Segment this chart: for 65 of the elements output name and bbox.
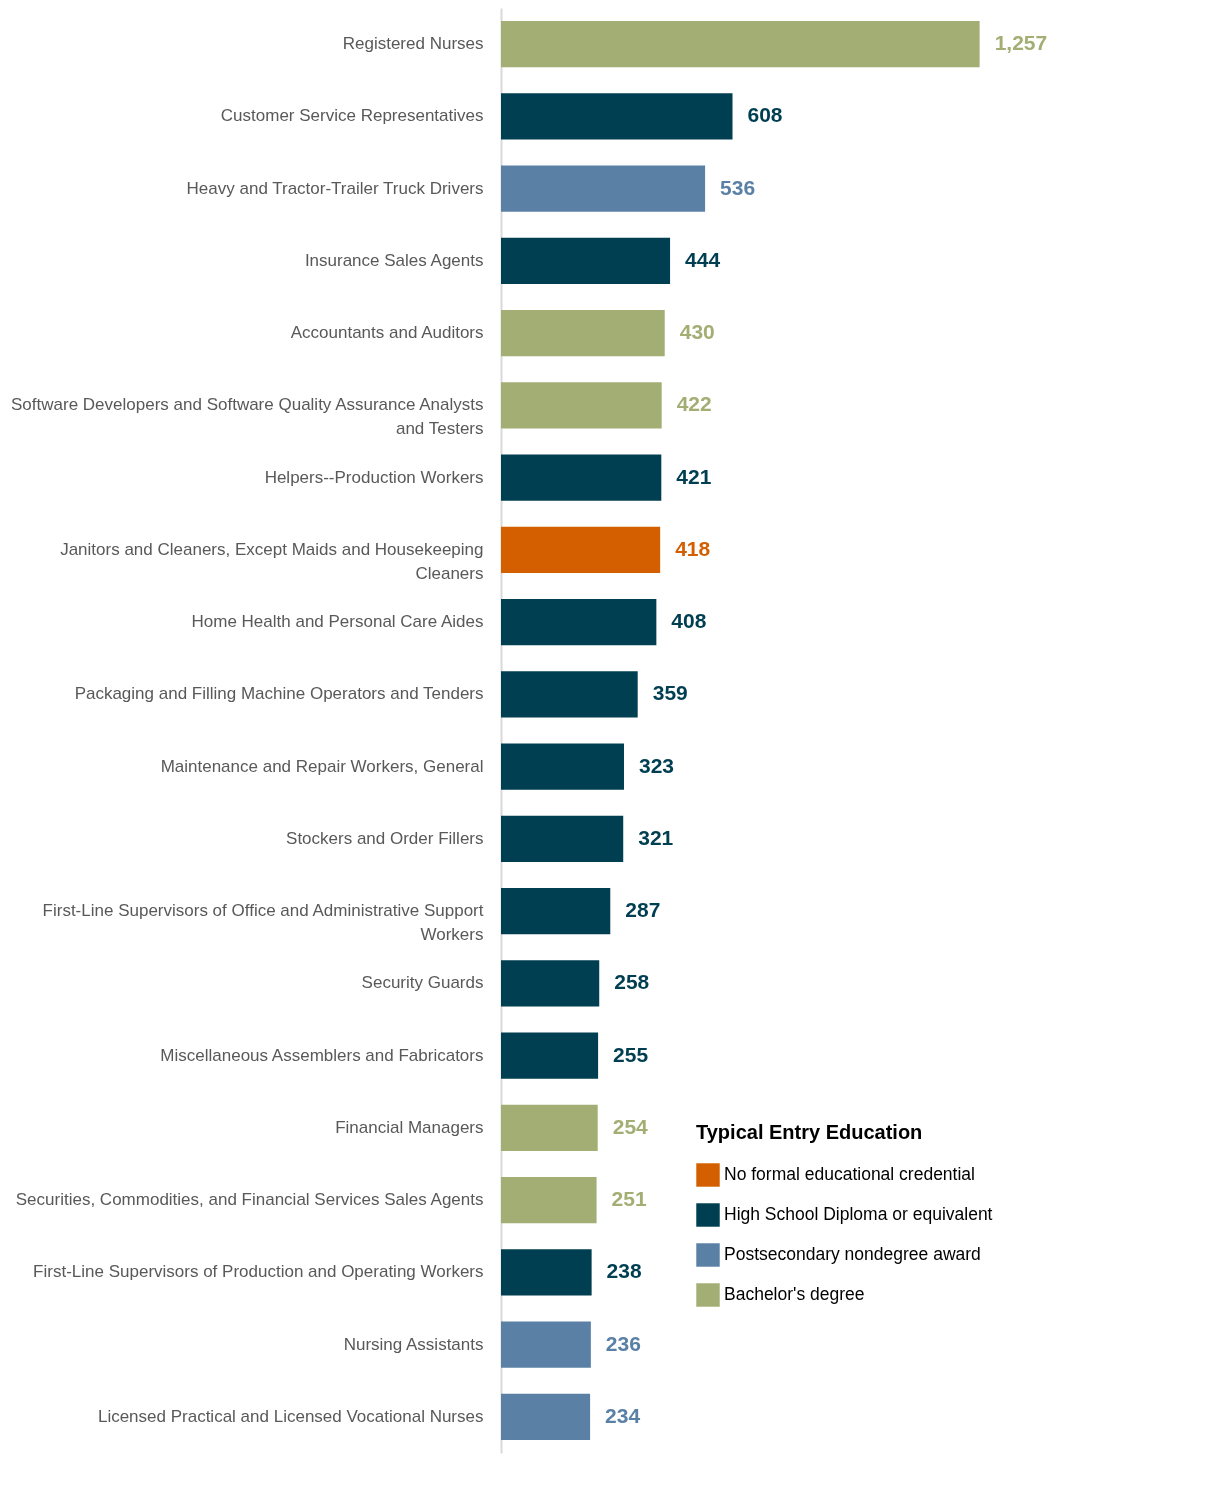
bar: [501, 1393, 591, 1440]
bar: [501, 310, 665, 357]
legend-label: Postsecondary nondegree award: [724, 1244, 981, 1264]
y-tick-label: Nursing Assistants: [343, 1334, 484, 1354]
data-label: 238: [606, 1259, 642, 1283]
data-label: 254: [612, 1114, 649, 1138]
y-tick-label: First-Line Supervisors of Office and Administrative Support Workers: [42, 901, 484, 945]
data-label: 430: [679, 320, 715, 344]
bar: [501, 1321, 591, 1368]
bar: [501, 743, 624, 790]
y-tick-label: Miscellaneous Assemblers and Fabricators: [160, 1045, 484, 1065]
data-label: 418: [675, 536, 711, 560]
bar: [501, 454, 662, 501]
y-tick-label: Insurance Sales Agents: [304, 250, 484, 270]
bar: [501, 237, 671, 284]
bar: [501, 1104, 598, 1151]
data-label: 251: [611, 1187, 647, 1211]
y-tick-label: Stockers and Order Fillers: [286, 828, 484, 848]
bar: [501, 599, 657, 646]
bar: [501, 93, 733, 140]
bar: [501, 1249, 592, 1296]
bar: [501, 1177, 597, 1224]
y-tick-label: Licensed Practical and Licensed Vocational Nurses: [97, 1406, 484, 1426]
bar: [501, 1032, 599, 1079]
bar: [501, 382, 662, 429]
data-label: 236: [605, 1331, 641, 1355]
data-label: 408: [671, 609, 707, 633]
bar: [501, 21, 980, 68]
y-tick-label: Financial Managers: [335, 1117, 484, 1137]
data-label: 258: [614, 970, 650, 994]
data-label: 421: [676, 464, 712, 488]
y-tick-label: Security Guards: [361, 973, 484, 993]
data-label: 536: [720, 175, 756, 199]
y-tick-label: Helpers--Production Workers: [264, 467, 484, 487]
data-label: 1,257: [994, 31, 1048, 55]
bar: [501, 165, 706, 212]
bar: [501, 815, 624, 862]
bar: [501, 888, 611, 935]
legend-label: Bachelor's degree: [724, 1284, 865, 1304]
legend-title: Typical Entry Education: [696, 1121, 923, 1143]
y-tick-label: Home Health and Personal Care Aides: [191, 612, 484, 632]
data-label: 444: [685, 247, 721, 271]
y-tick-label: Packaging and Filling Machine Operators and Tenders: [74, 684, 484, 704]
data-label: 321: [638, 825, 674, 849]
data-label: 255: [613, 1042, 649, 1066]
data-label: 287: [625, 898, 661, 922]
y-tick-label: Accountants and Auditors: [290, 323, 484, 343]
data-label: 422: [676, 392, 712, 416]
y-tick-label: First-Line Supervisors of Production and Operating Workers: [33, 1262, 484, 1282]
y-tick-label: Software Developers and Software Quality Assurance Analysts and Testers: [11, 395, 484, 439]
bar: [501, 526, 661, 573]
data-label: 608: [747, 103, 783, 127]
y-tick-label: Maintenance and Repair Workers, General: [160, 756, 484, 776]
data-label: 234: [605, 1403, 641, 1427]
data-label: 359: [652, 681, 688, 705]
y-tick-label: Heavy and Tractor-Trailer Truck Drivers: [186, 178, 484, 198]
bar: [501, 671, 638, 718]
y-tick-label: Janitors and Cleaners, Except Maids and Housekeeping Cleaners: [60, 539, 484, 583]
y-tick-label: Customer Service Representatives: [220, 106, 484, 126]
legend-label: High School Diploma or equivalent: [724, 1204, 993, 1224]
bar: [501, 960, 600, 1007]
legend-label: No formal educational credential: [724, 1164, 975, 1184]
y-tick-label: Registered Nurses: [342, 34, 484, 54]
data-label: 323: [638, 753, 675, 777]
y-tick-label: Securities, Commodities, and Financial Services Sales Agents: [15, 1190, 484, 1210]
